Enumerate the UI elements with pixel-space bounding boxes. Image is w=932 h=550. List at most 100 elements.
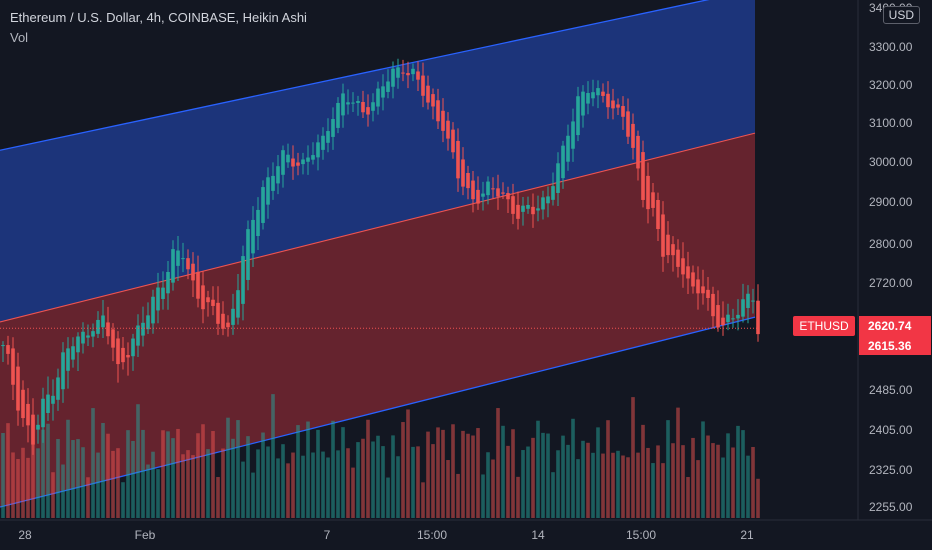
volume-bar [71, 440, 75, 518]
candle-body [36, 424, 40, 430]
candle-body [501, 192, 505, 194]
candle-body [511, 196, 515, 214]
candle-body [306, 157, 310, 162]
candle-body [726, 314, 730, 323]
candle-body [711, 293, 715, 317]
candle [121, 337, 125, 370]
time-tick-label: 15:00 [626, 528, 656, 542]
candle [411, 63, 415, 82]
price-tick-label: 2900.00 [869, 195, 913, 209]
candle [61, 342, 65, 403]
volume-bar [626, 457, 630, 518]
candle [516, 191, 520, 230]
volume-bar [536, 420, 540, 518]
volume-bar [316, 429, 320, 518]
candle-body [496, 188, 500, 197]
price-axis[interactable]: 3400.003300.003200.003100.003000.002900.… [857, 0, 932, 550]
volume-bar [261, 432, 265, 518]
candle-body [451, 129, 455, 153]
candle [441, 98, 445, 143]
candle [286, 143, 290, 168]
candle-body [16, 366, 20, 411]
volume-bar [671, 443, 675, 518]
candle [736, 299, 740, 331]
candle-body [296, 162, 300, 166]
candle-body [186, 258, 190, 270]
volume-bar [706, 435, 710, 518]
time-tick-label: 7 [324, 528, 331, 542]
candle [751, 288, 755, 314]
candle [641, 140, 645, 208]
candle [646, 162, 650, 224]
candle-body [276, 166, 280, 184]
time-axis[interactable]: 28 Feb 7 15:00 14 15:00 21 [0, 519, 932, 542]
candle-body [111, 329, 115, 348]
candle-body [326, 131, 330, 143]
volume-bar [191, 455, 195, 518]
candle-body [196, 272, 200, 299]
currency-button[interactable]: USD [882, 6, 920, 24]
volume-bar [331, 420, 335, 518]
candle-body [146, 315, 150, 330]
volume-bar [106, 433, 110, 518]
second-price-label: 2615.36 [868, 339, 912, 353]
volume-bar [51, 472, 55, 518]
symbol-badge [793, 316, 855, 336]
candle-body [566, 135, 570, 162]
candle [141, 306, 145, 347]
volume-bar [386, 477, 390, 518]
volume-bar [226, 417, 230, 518]
candle [546, 186, 550, 218]
candle-body [211, 299, 215, 306]
candle-body [51, 395, 55, 404]
price-tick-label: 2405.00 [869, 423, 913, 437]
candle [31, 398, 35, 455]
volume-bar [1, 433, 5, 518]
volume-bar [126, 430, 130, 518]
candle [571, 108, 575, 162]
candle [496, 174, 500, 210]
volume-bar [286, 463, 290, 518]
candle-body [491, 188, 495, 190]
candle [611, 88, 615, 120]
candle-body [96, 319, 100, 334]
candle-body [46, 394, 50, 413]
volume-bar [336, 450, 340, 518]
candle [51, 379, 55, 421]
second-price-badge [859, 336, 931, 355]
candle [201, 271, 205, 324]
candle [266, 167, 270, 219]
volume-bar [566, 444, 570, 518]
candle [606, 81, 610, 119]
volume-bar [756, 478, 760, 518]
candle-body [596, 88, 600, 96]
volume-bar [146, 464, 150, 518]
candle [396, 58, 400, 89]
volume-bar [16, 459, 20, 518]
volume-bar [346, 448, 350, 518]
candle [291, 145, 295, 180]
candle [371, 93, 375, 122]
price-tick-label: 3300.00 [869, 40, 913, 54]
candle [686, 251, 690, 294]
volume-bar [466, 433, 470, 518]
volume-bar [491, 459, 495, 518]
volume-bar [301, 455, 305, 518]
candle-body [706, 289, 710, 298]
volume-bar [616, 450, 620, 518]
candle [486, 176, 490, 205]
candle-body [651, 192, 655, 208]
volume-bar [451, 424, 455, 518]
candle [191, 252, 195, 297]
volume-bar [406, 409, 410, 518]
volume-bar [511, 429, 515, 518]
volume-bar [751, 446, 755, 518]
volume-bar [236, 420, 240, 518]
volume-bar [266, 446, 270, 518]
candle-body [556, 163, 560, 193]
volume-bar [481, 474, 485, 518]
volume-bar [471, 435, 475, 518]
volume-bar [306, 421, 310, 518]
